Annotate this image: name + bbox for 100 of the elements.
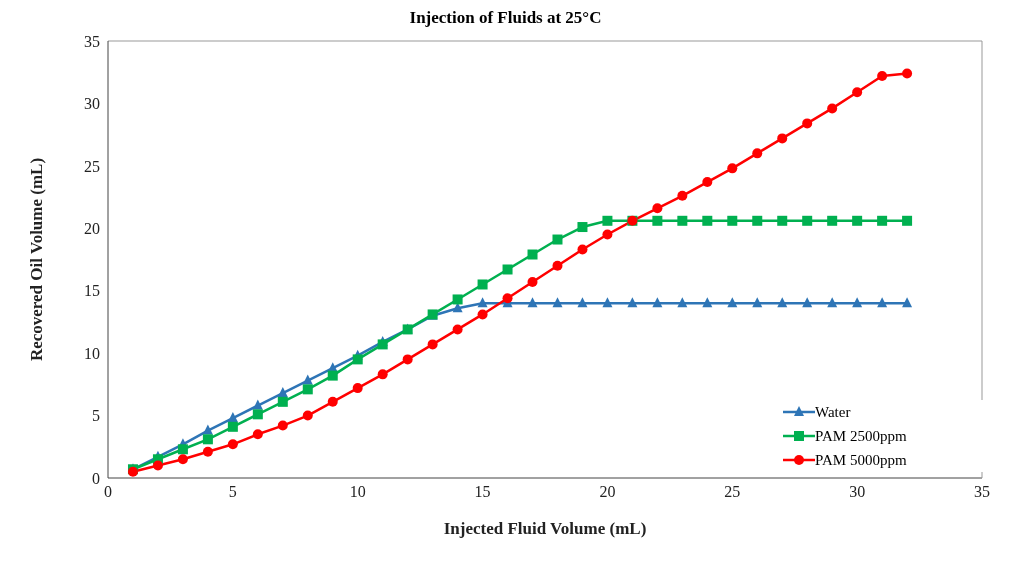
point bbox=[727, 163, 738, 174]
point bbox=[252, 399, 263, 410]
point bbox=[252, 409, 263, 420]
point bbox=[802, 118, 813, 129]
point bbox=[477, 297, 488, 308]
point bbox=[827, 297, 838, 308]
y-tick-label: 15 bbox=[84, 282, 100, 300]
y-tick-label: 25 bbox=[84, 157, 100, 175]
x-tick-label: 0 bbox=[104, 483, 112, 501]
x-tick-label: 20 bbox=[599, 483, 616, 501]
point bbox=[877, 297, 888, 308]
point bbox=[152, 460, 163, 471]
point bbox=[227, 439, 238, 450]
point bbox=[852, 297, 863, 308]
point bbox=[277, 396, 288, 407]
point bbox=[352, 383, 363, 394]
legend-label: Water bbox=[815, 403, 851, 421]
point bbox=[752, 297, 763, 308]
point bbox=[552, 297, 563, 308]
point bbox=[777, 215, 788, 226]
point bbox=[652, 215, 663, 226]
point bbox=[427, 339, 438, 350]
point bbox=[827, 103, 838, 114]
point bbox=[702, 177, 713, 188]
x-tick-label: 15 bbox=[474, 483, 491, 501]
point bbox=[527, 297, 538, 308]
x-tick-label: 10 bbox=[349, 483, 366, 501]
point bbox=[552, 234, 563, 245]
point bbox=[877, 215, 888, 226]
point bbox=[577, 244, 588, 255]
point bbox=[452, 324, 463, 335]
point bbox=[752, 148, 763, 159]
point bbox=[277, 387, 288, 398]
point bbox=[852, 87, 863, 98]
legend-label: PAM 5000ppm bbox=[815, 451, 907, 469]
point bbox=[777, 297, 788, 308]
y-tick-label: 20 bbox=[84, 219, 100, 237]
point bbox=[527, 249, 538, 260]
y-axis-title: Recovered Oil Volume (mL) bbox=[27, 157, 47, 362]
point bbox=[902, 215, 913, 226]
x-tick-label: 25 bbox=[724, 483, 741, 501]
point bbox=[477, 279, 488, 290]
point bbox=[727, 297, 738, 308]
point bbox=[852, 215, 863, 226]
y-tick-label: 30 bbox=[84, 95, 100, 113]
point bbox=[802, 297, 813, 308]
point bbox=[677, 190, 688, 201]
point bbox=[327, 370, 338, 381]
point bbox=[577, 297, 588, 308]
point bbox=[727, 215, 738, 226]
point bbox=[827, 215, 838, 226]
point bbox=[302, 374, 313, 385]
point bbox=[227, 412, 238, 423]
chart-title: Injection of Fluids at 25°C bbox=[408, 8, 603, 29]
x-tick-label: 5 bbox=[228, 483, 237, 501]
point bbox=[877, 70, 888, 81]
point bbox=[352, 354, 363, 365]
y-tick-label: 35 bbox=[84, 32, 100, 50]
point bbox=[577, 222, 588, 233]
point bbox=[602, 215, 613, 226]
point bbox=[502, 264, 513, 275]
point bbox=[702, 297, 713, 308]
x-tick-label: 30 bbox=[849, 483, 866, 501]
point bbox=[652, 203, 663, 214]
point bbox=[202, 434, 213, 445]
x-axis-title: Injected Fluid Volume (mL) bbox=[443, 519, 647, 538]
point bbox=[177, 444, 188, 455]
point bbox=[752, 215, 763, 226]
y-tick-label: 5 bbox=[92, 407, 100, 425]
point bbox=[602, 297, 613, 308]
y-tick-label: 0 bbox=[92, 469, 100, 487]
point bbox=[402, 354, 413, 365]
point bbox=[802, 215, 813, 226]
point bbox=[277, 420, 288, 431]
point bbox=[902, 68, 913, 79]
point bbox=[302, 410, 313, 421]
point bbox=[652, 297, 663, 308]
point bbox=[677, 215, 688, 226]
point bbox=[227, 421, 238, 432]
point bbox=[677, 297, 688, 308]
legend-label: PAM 2500ppm bbox=[815, 427, 907, 445]
point bbox=[627, 297, 638, 308]
point bbox=[777, 133, 788, 144]
point bbox=[527, 276, 538, 287]
point bbox=[377, 369, 388, 380]
point bbox=[377, 339, 388, 350]
point bbox=[202, 446, 213, 457]
point bbox=[902, 297, 913, 308]
point bbox=[177, 454, 188, 465]
point bbox=[202, 424, 213, 435]
x-tick-label: 35 bbox=[974, 483, 990, 501]
point bbox=[502, 293, 513, 304]
point bbox=[602, 229, 613, 240]
y-tick-label: 10 bbox=[84, 344, 100, 362]
point bbox=[302, 384, 313, 395]
point bbox=[327, 396, 338, 407]
point bbox=[702, 215, 713, 226]
point bbox=[477, 309, 488, 320]
point bbox=[552, 260, 563, 271]
point bbox=[452, 294, 463, 305]
